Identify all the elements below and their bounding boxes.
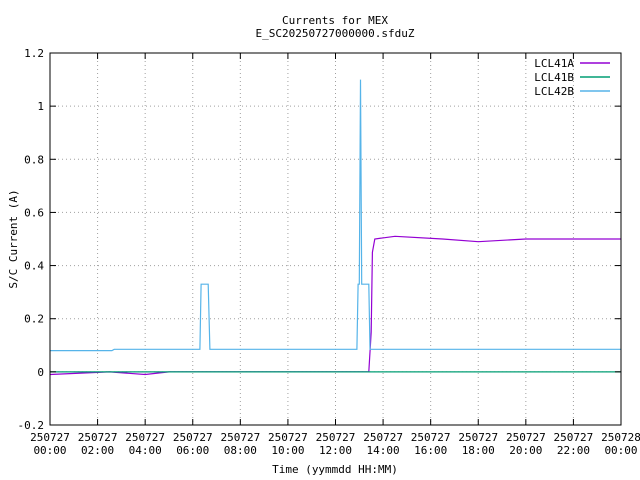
x-axis-label: Time (yymmdd HH:MM) [272,463,398,476]
x-tick-label-date: 250727 [125,431,165,444]
x-tick-label-date: 250727 [268,431,308,444]
axis-ticks: -0.200.20.40.60.811.225072700:0025072702… [18,47,640,457]
x-tick-label-time: 14:00 [367,444,400,457]
x-tick-label-time: 00:00 [33,444,66,457]
x-tick-label-date: 250727 [316,431,356,444]
x-tick-label-time: 02:00 [81,444,114,457]
x-tick-label-date: 250727 [78,431,118,444]
legend-label-lcl41a: LCL41A [534,57,574,70]
x-tick-label-time: 22:00 [557,444,590,457]
x-tick-label-time: 08:00 [224,444,257,457]
y-tick-label: 0.2 [24,313,44,326]
x-tick-label-date: 250727 [30,431,70,444]
y-tick-label: 1 [37,100,44,113]
x-tick-label-date: 250727 [220,431,260,444]
y-tick-label: 0.4 [24,260,44,273]
x-tick-label-time: 12:00 [319,444,352,457]
x-tick-label-time: 04:00 [129,444,162,457]
legend-label-lcl42b: LCL42B [534,85,574,98]
legend-label-lcl41b: LCL41B [534,71,574,84]
y-axis-label: S/C Current (A) [7,189,20,288]
x-tick-label-date: 250727 [554,431,594,444]
x-tick-label-date: 250727 [458,431,498,444]
y-tick-label: 0 [37,366,44,379]
y-tick-label: 0.6 [24,206,44,219]
chart-title: Currents for MEX [282,14,388,27]
y-tick-label: 0.8 [24,153,44,166]
x-tick-label-date: 250727 [411,431,451,444]
x-tick-label-time: 10:00 [271,444,304,457]
y-tick-label: -0.2 [18,419,45,432]
x-tick-label-time: 18:00 [462,444,495,457]
series-line-lcl42b [50,79,621,352]
x-tick-label-date: 250727 [506,431,546,444]
x-tick-label-time: 00:00 [604,444,637,457]
x-tick-label-time: 16:00 [414,444,447,457]
x-tick-label-date: 250727 [173,431,213,444]
x-tick-label-date: 250727 [363,431,403,444]
chart-subtitle: E_SC20250727000000.sfduZ [256,27,415,40]
x-tick-label-time: 06:00 [176,444,209,457]
y-tick-label: 1.2 [24,47,44,60]
series-layer [49,79,621,376]
x-tick-label-time: 20:00 [509,444,542,457]
series-line-lcl41a [49,235,621,376]
x-tick-label-date: 250728 [601,431,640,444]
